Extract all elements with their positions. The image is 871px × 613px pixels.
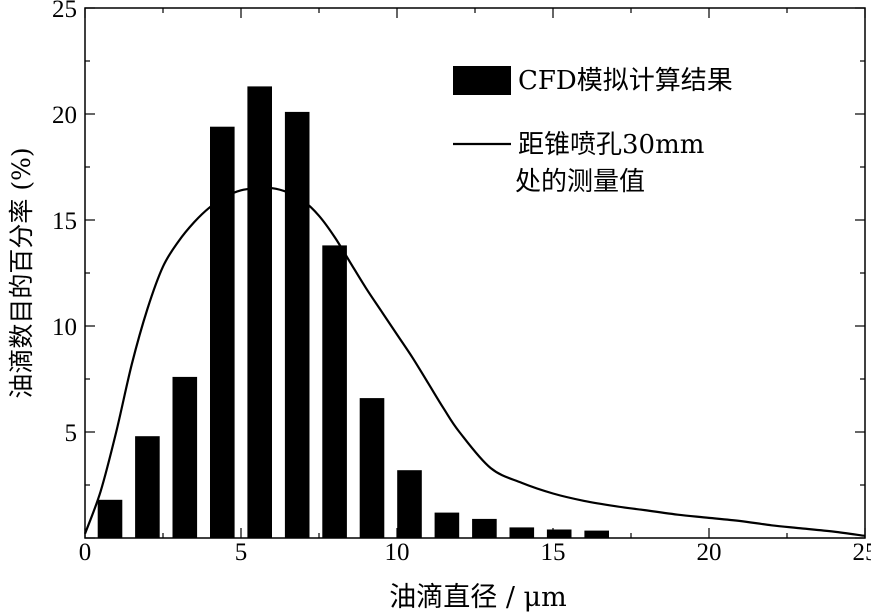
bar — [546, 529, 572, 538]
bar — [434, 512, 460, 538]
bar — [472, 518, 497, 538]
bar — [247, 86, 272, 539]
legend-bar-label: CFD模拟计算结果 — [518, 66, 733, 96]
y-tick-label: 20 — [52, 102, 77, 129]
x-axis-label: 油滴直径 / μm — [389, 582, 566, 613]
y-tick-label: 15 — [52, 208, 77, 235]
legend-line-label-2: 处的测量值 — [515, 167, 645, 197]
y-tick-label: 5 — [65, 420, 78, 447]
legend-line-label-1: 距锥喷孔30mm — [518, 130, 704, 160]
x-tick-label: 0 — [79, 539, 92, 566]
bar — [397, 470, 422, 538]
bar — [322, 245, 347, 538]
x-tick-label: 20 — [697, 539, 722, 566]
measured-curve — [83, 186, 866, 537]
bar — [359, 398, 385, 538]
bar — [135, 436, 160, 538]
bar — [284, 111, 310, 539]
y-tick-label: 10 — [52, 314, 77, 341]
y-axis-label: 油滴数目的百分率 (%) — [7, 147, 36, 398]
bar — [584, 530, 609, 538]
legend-bar-swatch — [453, 66, 511, 95]
bar — [97, 499, 123, 538]
bar — [509, 527, 535, 538]
x-tick-label: 15 — [541, 539, 566, 566]
bar — [172, 376, 198, 538]
x-tick-label: 25 — [853, 539, 871, 566]
y-tick-label: 25 — [52, 0, 77, 23]
x-tick-label: 5 — [235, 539, 248, 566]
legend: CFD模拟计算结果 距锥喷孔30mm 处的测量值 — [453, 66, 733, 197]
x-tick-label: 10 — [385, 539, 410, 566]
bar-series — [97, 86, 609, 539]
tick-labels: 0 5 10 15 20 25 5 10 15 20 25 — [52, 0, 871, 566]
bar — [210, 126, 235, 538]
